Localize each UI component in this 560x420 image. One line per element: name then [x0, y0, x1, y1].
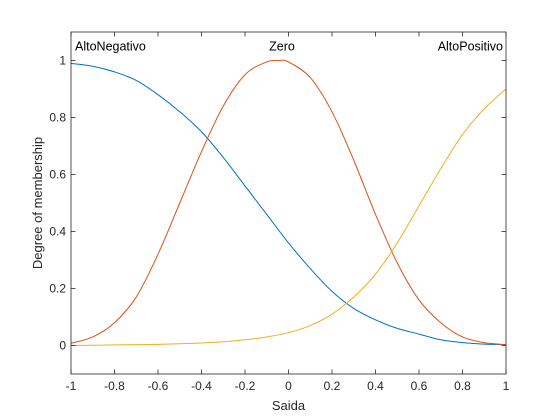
- y-tick-label: 1: [59, 54, 66, 68]
- x-tick-label: -0.2: [235, 379, 256, 393]
- x-tick-label: 0.6: [411, 379, 428, 393]
- x-tick-label: 1: [503, 379, 510, 393]
- y-tick-label: 0.8: [49, 111, 66, 125]
- x-tick-label: 0.4: [367, 379, 384, 393]
- plot-background: [71, 32, 506, 374]
- x-tick-label: -0.6: [148, 379, 169, 393]
- x-tick-label: -0.8: [104, 379, 125, 393]
- series-layer: [70, 59, 507, 346]
- x-tick-label: -1: [66, 379, 77, 393]
- labels-layer: AltoNegativo Zero AltoPositivo: [75, 39, 503, 53]
- x-tick-label: 0.2: [324, 379, 341, 393]
- mf-label-altopositivo: AltoPositivo: [438, 39, 503, 53]
- y-tick-label: 0.4: [49, 225, 66, 239]
- x-tick-label: 0.8: [454, 379, 471, 393]
- x-tick-label: 0: [285, 379, 292, 393]
- x-tick-label: -0.4: [191, 379, 212, 393]
- mf-label-altonegativo: AltoNegativo: [75, 39, 146, 53]
- mf-label-zero: Zero: [269, 39, 295, 53]
- plot-area: [71, 32, 506, 374]
- series-line-zero: [70, 59, 507, 346]
- y-tick-label: 0: [59, 339, 66, 353]
- series-line-altopositivo: [70, 88, 507, 346]
- x-axis-label: Saida: [272, 398, 306, 413]
- axes-layer: -1 -0.8 -0.6 -0.4 -0.2 0 0.2 0.4 0.6 0.8 1 0 0.2 0.4 0…: [49, 31, 510, 393]
- series-line-altonegativo: [70, 62, 507, 346]
- y-tick-label: 0.2: [49, 282, 66, 296]
- y-tick-label: 0.6: [49, 168, 66, 182]
- y-axis-label: Degree of membership: [30, 137, 45, 269]
